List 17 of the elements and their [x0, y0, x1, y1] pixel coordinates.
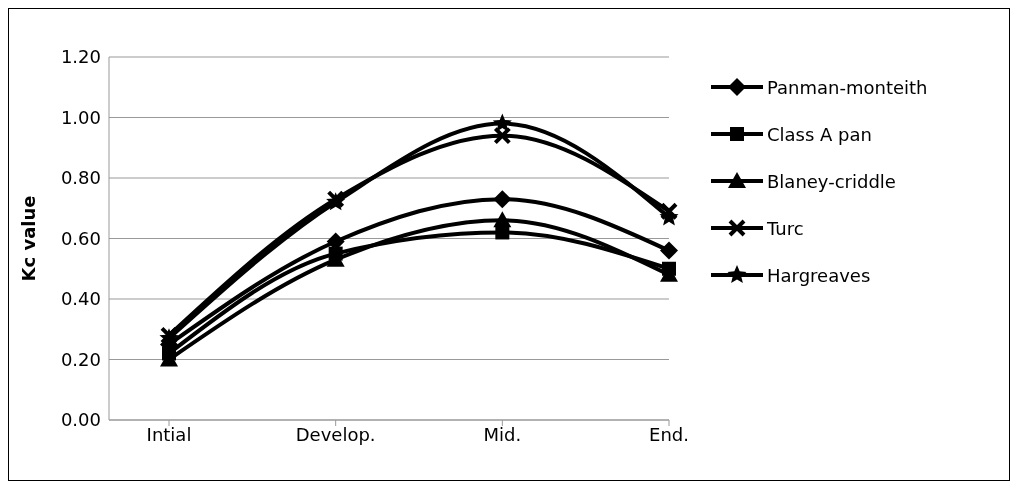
legend-label: Panman-monteith	[767, 76, 928, 98]
legend-label: Turc	[767, 217, 804, 239]
x-tick-label: Develop.	[295, 423, 376, 445]
y-tick-label: 1.20	[60, 46, 101, 68]
y-axis-title: Kc value	[18, 195, 40, 282]
y-tick-label: 0.40	[60, 288, 101, 310]
y-tick-label: 0.00	[60, 409, 101, 431]
legend-label: Hargreaves	[767, 264, 871, 286]
y-tick-label: 0.80	[60, 167, 101, 189]
y-tick-label: 1.00	[60, 106, 101, 128]
y-tick-label: 0.60	[60, 227, 101, 249]
legend-label: Blaney-criddle	[767, 170, 896, 192]
x-tick-label: Mid.	[483, 423, 522, 445]
x-tick-label: End.	[649, 423, 689, 445]
y-tick-label: 0.20	[60, 348, 101, 370]
legend-label: Class A pan	[767, 123, 872, 145]
x-tick-label: Intial	[146, 423, 192, 445]
